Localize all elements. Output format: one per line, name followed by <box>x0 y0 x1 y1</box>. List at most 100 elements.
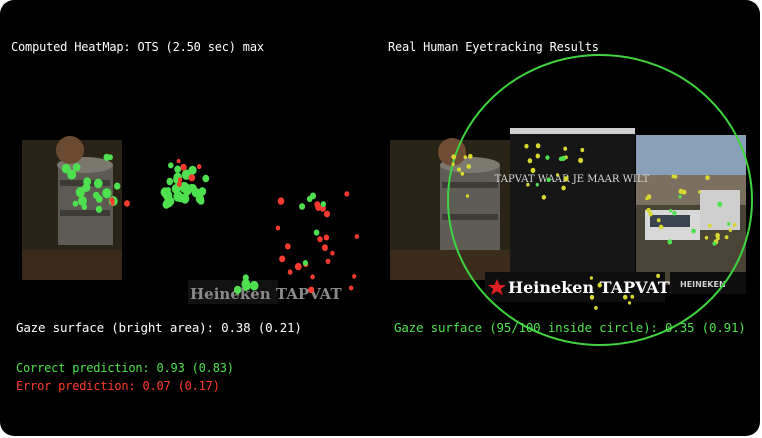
gaze-point <box>308 286 315 294</box>
gaze-point <box>672 210 677 216</box>
gaze-point <box>558 156 563 162</box>
gaze-point <box>451 154 457 160</box>
gaze-point <box>197 164 202 170</box>
gaze-point <box>323 210 331 218</box>
right-small-logo: HEINEKEN <box>680 280 726 289</box>
gaze-point <box>712 241 717 246</box>
gaze-point <box>180 193 187 201</box>
gaze-point <box>168 162 174 169</box>
gaze-point <box>330 250 335 256</box>
gaze-point <box>597 282 602 288</box>
right-brand-logo: Heineken TAPVAT <box>508 278 670 297</box>
gaze-point <box>325 258 331 264</box>
gaze-point <box>728 228 733 233</box>
right-panel-title: Real Human Eyetracking Results <box>388 40 599 54</box>
left-gaze-points <box>61 153 359 294</box>
gaze-point <box>124 200 130 207</box>
gaze-point <box>589 294 595 300</box>
gaze-point <box>314 201 321 208</box>
gaze-point <box>188 174 196 182</box>
correct-prediction: Correct prediction: 0.93 (0.83) <box>16 361 234 375</box>
gaze-point <box>627 301 632 305</box>
gaze-point <box>535 153 540 159</box>
gaze-point <box>77 196 87 206</box>
gaze-point <box>102 188 112 199</box>
gaze-point <box>93 178 103 189</box>
gaze-point <box>107 154 114 161</box>
gaze-point <box>299 203 306 210</box>
gaze-point <box>535 143 541 149</box>
gaze-point <box>279 255 286 263</box>
right-gaze-surface: Gaze surface (95/100 inside circle): 0.3… <box>394 320 746 335</box>
gaze-point <box>457 167 461 172</box>
gaze-point <box>344 191 350 197</box>
gaze-point <box>658 224 664 230</box>
gaze-point <box>717 201 723 207</box>
gaze-point <box>162 200 171 209</box>
gaze-point <box>656 218 661 223</box>
gaze-point <box>243 283 251 291</box>
gaze-point <box>348 285 354 291</box>
gaze-point <box>317 236 323 243</box>
right-video-image <box>390 128 746 302</box>
gaze-point <box>678 194 682 199</box>
gaze-point <box>294 262 302 271</box>
gaze-point <box>233 285 242 294</box>
gaze-point <box>705 175 710 181</box>
gaze-point <box>82 183 91 192</box>
gaze-point <box>72 163 81 172</box>
gaze-point <box>95 205 103 213</box>
gaze-point <box>323 234 330 241</box>
gaze-point <box>61 163 71 174</box>
gaze-point <box>277 197 285 205</box>
gaze-point <box>724 235 729 240</box>
shirt-text: TAPVAT WAAR JE MAAR WILT <box>495 174 650 185</box>
gaze-point <box>75 187 85 198</box>
gaze-point <box>530 167 536 173</box>
left-bottom-patch <box>188 280 278 304</box>
gaze-point <box>466 164 471 169</box>
gaze-point <box>678 188 684 195</box>
gaze-point <box>242 274 249 282</box>
gaze-point <box>177 177 183 183</box>
gaze-point <box>176 158 181 164</box>
gaze-point <box>563 176 569 182</box>
gaze-point <box>563 146 568 151</box>
gaze-point <box>727 222 731 226</box>
gaze-point <box>645 196 649 201</box>
gaze-point <box>669 208 673 213</box>
right-gaze-points <box>451 143 737 310</box>
gaze-point <box>646 207 651 213</box>
left-panel-title: Computed HeatMap: OTS (2.50 sec) max <box>11 40 264 54</box>
gaze-point <box>580 147 585 153</box>
gaze-point <box>463 155 467 160</box>
gaze-point <box>527 158 533 164</box>
gaze-point <box>691 228 696 234</box>
gaze-point <box>732 222 737 227</box>
gaze-point <box>667 239 673 245</box>
gaze-point <box>535 182 539 187</box>
gaze-point <box>174 165 182 173</box>
gaze-point <box>67 169 77 180</box>
gaze-point <box>302 260 308 266</box>
gaze-point <box>180 163 187 171</box>
gaze-point <box>623 294 628 300</box>
gaze-point <box>197 197 205 205</box>
gaze-point <box>708 223 712 228</box>
gaze-point <box>578 157 584 164</box>
gaze-point <box>656 273 660 278</box>
gaze-point <box>468 153 473 159</box>
gaze-point <box>306 195 313 203</box>
gaze-point <box>546 177 551 183</box>
gaze-point <box>354 234 359 239</box>
gaze-point <box>182 184 193 195</box>
gaze-point <box>526 182 530 187</box>
star-icon <box>488 279 506 295</box>
gaze-point <box>249 280 259 291</box>
left-gaze-surface: Gaze surface (bright area): 0.38 (0.21) <box>16 320 302 335</box>
gaze-point <box>287 269 293 275</box>
left-watermark: Heineken TAPVAT <box>190 285 342 303</box>
gaze-point <box>594 305 598 310</box>
